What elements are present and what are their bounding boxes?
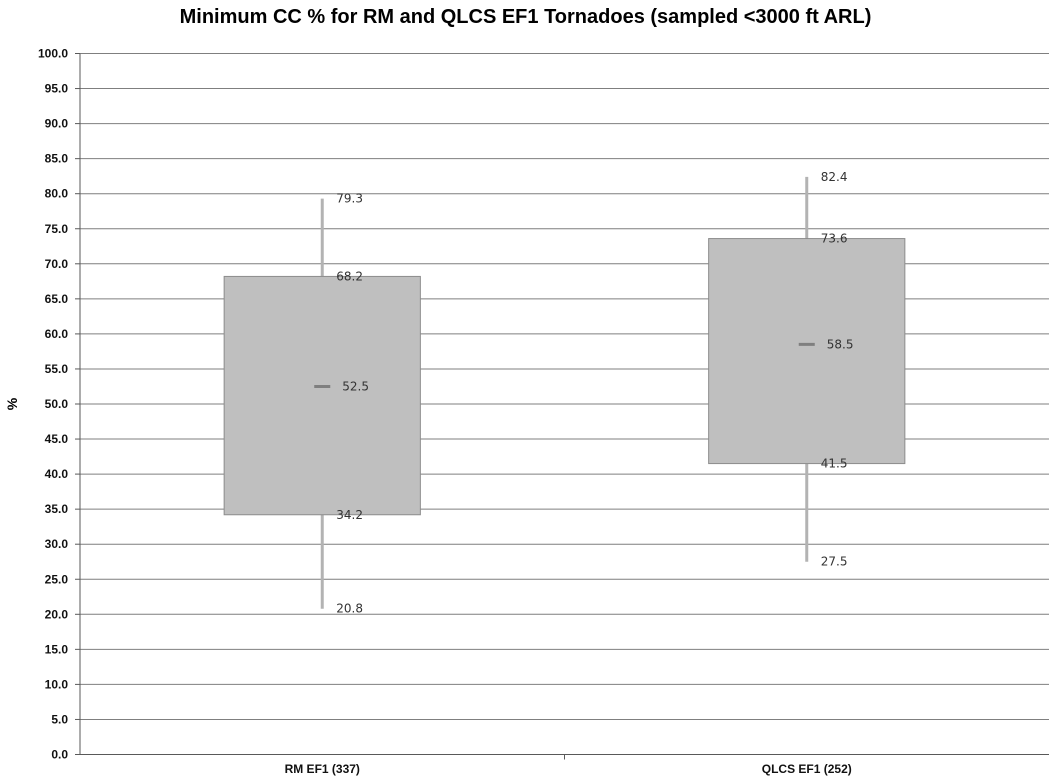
q1-value-label: 34.2 bbox=[336, 508, 363, 522]
y-tick-label: 45.0 bbox=[45, 432, 69, 446]
y-tick-label: 80.0 bbox=[45, 187, 69, 201]
y-tick-label: 65.0 bbox=[45, 292, 69, 306]
iqr-box bbox=[708, 238, 906, 465]
min-value-label: 27.5 bbox=[821, 555, 848, 569]
y-tick-label: 20.0 bbox=[45, 607, 69, 621]
y-tick-label: 50.0 bbox=[45, 397, 69, 411]
max-value-label: 82.4 bbox=[821, 170, 848, 184]
x-category-label: RM EF1 (337) bbox=[285, 762, 360, 776]
median-value-label: 58.5 bbox=[827, 337, 854, 351]
y-tick-label: 60.0 bbox=[45, 327, 69, 341]
median-value-label: 52.5 bbox=[342, 379, 369, 393]
y-tick-label: 0.0 bbox=[51, 748, 68, 762]
min-value-label: 20.8 bbox=[336, 602, 363, 616]
y-tick-label: 75.0 bbox=[45, 222, 69, 236]
y-tick-label: 70.0 bbox=[45, 257, 69, 271]
q3-value-label: 68.2 bbox=[336, 269, 363, 283]
q3-value-label: 73.6 bbox=[821, 232, 848, 246]
y-tick-label: 35.0 bbox=[45, 502, 69, 516]
iqr-box bbox=[223, 275, 421, 516]
y-tick-label: 90.0 bbox=[45, 117, 69, 131]
y-tick-label: 15.0 bbox=[45, 642, 69, 656]
y-tick-label: 85.0 bbox=[45, 152, 69, 166]
y-tick-label: 40.0 bbox=[45, 467, 69, 481]
y-tick-label: 10.0 bbox=[45, 677, 69, 691]
max-value-label: 79.3 bbox=[336, 192, 363, 206]
y-tick-label: 30.0 bbox=[45, 537, 69, 551]
y-tick-label: 25.0 bbox=[45, 572, 69, 586]
y-tick-label: 5.0 bbox=[51, 712, 68, 726]
y-tick-label: 55.0 bbox=[45, 362, 69, 376]
x-category-label: QLCS EF1 (252) bbox=[762, 762, 852, 776]
chart-title: Minimum CC % for RM and QLCS EF1 Tornado… bbox=[179, 6, 872, 28]
q1-value-label: 41.5 bbox=[821, 457, 848, 471]
y-tick-label: 95.0 bbox=[45, 82, 69, 96]
y-tick-label: 100.0 bbox=[38, 47, 68, 61]
